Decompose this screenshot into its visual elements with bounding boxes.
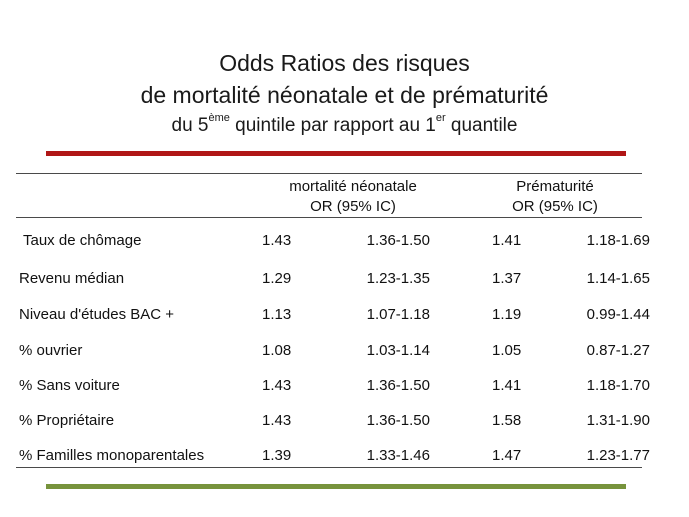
row-label: % Propriétaire — [19, 412, 115, 429]
table-top-rule — [16, 173, 642, 174]
row-or-prematurite: 1.41 — [492, 232, 522, 249]
row-label: % Familles monoparentales — [19, 447, 205, 464]
row-or-prematurite: 1.58 — [492, 412, 522, 429]
header-prematurite-title: Prématurité — [516, 178, 594, 195]
row-ci-mortalite: 1.23-1.35 — [366, 270, 430, 287]
row-or-prematurite: 1.41 — [492, 377, 522, 394]
row-label: % ouvrier — [19, 342, 83, 359]
title-superscript-2: er — [435, 112, 446, 124]
row-ci-prematurite: 1.31-1.90 — [586, 412, 650, 429]
header-prematurite: Prématurité OR (95% IC) — [470, 177, 640, 217]
row-or-prematurite: 1.37 — [492, 270, 522, 287]
row-or-mortalite: 1.43 — [262, 412, 292, 429]
title-line-3-part-b: quintile par rapport au 1 — [229, 115, 436, 136]
table-row: Niveau d'études BAC + 1.13 1.07-1.18 1.1… — [0, 305, 689, 325]
row-ci-mortalite: 1.07-1.18 — [366, 306, 430, 323]
table-header-rule — [16, 217, 642, 218]
row-ci-mortalite: 1.36-1.50 — [366, 412, 430, 429]
row-or-mortalite: 1.29 — [262, 270, 292, 287]
row-ci-prematurite: 1.23-1.77 — [586, 447, 650, 464]
title-line-2: de mortalité néonatale et de prématurité — [140, 82, 549, 108]
title-superscript-1: ème — [208, 112, 230, 124]
row-ci-mortalite: 1.03-1.14 — [366, 342, 430, 359]
row-ci-prematurite: 1.14-1.65 — [586, 270, 650, 287]
row-or-mortalite: 1.39 — [262, 447, 292, 464]
title-line-3-part-a: du 5 — [171, 115, 209, 136]
table-row: % Sans voiture 1.43 1.36-1.50 1.41 1.18-… — [0, 376, 689, 396]
row-label: % Sans voiture — [19, 377, 120, 394]
row-label: Revenu médian — [19, 270, 125, 287]
table-row: Taux de chômage 1.43 1.36-1.50 1.41 1.18… — [0, 231, 689, 251]
row-ci-prematurite: 1.18-1.70 — [586, 377, 650, 394]
row-ci-mortalite: 1.36-1.50 — [366, 232, 430, 249]
header-mortalite-title: mortalité néonatale — [289, 178, 417, 195]
row-or-mortalite: 1.43 — [262, 232, 292, 249]
header-prematurite-subtitle: OR (95% IC) — [512, 198, 598, 215]
table-row: % Propriétaire 1.43 1.36-1.50 1.58 1.31-… — [0, 411, 689, 431]
table-row: % Familles monoparentales 1.39 1.33-1.46… — [0, 446, 689, 466]
row-label: Niveau d'études BAC + — [19, 306, 175, 323]
row-or-mortalite: 1.08 — [262, 342, 292, 359]
row-or-prematurite: 1.05 — [492, 342, 522, 359]
row-or-prematurite: 1.19 — [492, 306, 522, 323]
row-ci-prematurite: 1.18-1.69 — [586, 232, 650, 249]
row-label: Taux de chômage — [23, 232, 142, 249]
row-ci-prematurite: 0.87-1.27 — [586, 342, 650, 359]
top-accent-bar — [46, 151, 626, 156]
header-mortalite-subtitle: OR (95% IC) — [310, 198, 396, 215]
row-ci-mortalite: 1.36-1.50 — [366, 377, 430, 394]
row-ci-prematurite: 0.99-1.44 — [586, 306, 650, 323]
row-or-mortalite: 1.43 — [262, 377, 292, 394]
row-or-mortalite: 1.13 — [262, 306, 292, 323]
header-mortalite: mortalité néonatale OR (95% IC) — [258, 177, 448, 217]
title-line-3-part-c: quantile — [445, 115, 518, 136]
title-line-1: Odds Ratios des risques — [219, 50, 470, 76]
row-ci-mortalite: 1.33-1.46 — [366, 447, 430, 464]
table-row: Revenu médian 1.29 1.23-1.35 1.37 1.14-1… — [0, 269, 689, 289]
bottom-accent-bar — [46, 484, 626, 489]
title-line-3: du 5ème quintile par rapport au 1er quan… — [0, 112, 689, 137]
table-bottom-rule — [16, 467, 642, 468]
table-row: % ouvrier 1.08 1.03-1.14 1.05 0.87-1.27 — [0, 341, 689, 361]
row-or-prematurite: 1.47 — [492, 447, 522, 464]
